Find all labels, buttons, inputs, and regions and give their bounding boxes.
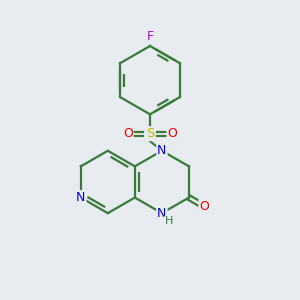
Text: S: S bbox=[146, 127, 154, 140]
Text: O: O bbox=[200, 200, 209, 213]
Text: H: H bbox=[165, 217, 173, 226]
Text: F: F bbox=[146, 30, 154, 43]
Text: N: N bbox=[76, 191, 86, 204]
Text: O: O bbox=[167, 127, 177, 140]
Text: N: N bbox=[157, 207, 167, 220]
Text: N: N bbox=[157, 144, 167, 157]
Text: O: O bbox=[123, 127, 133, 140]
